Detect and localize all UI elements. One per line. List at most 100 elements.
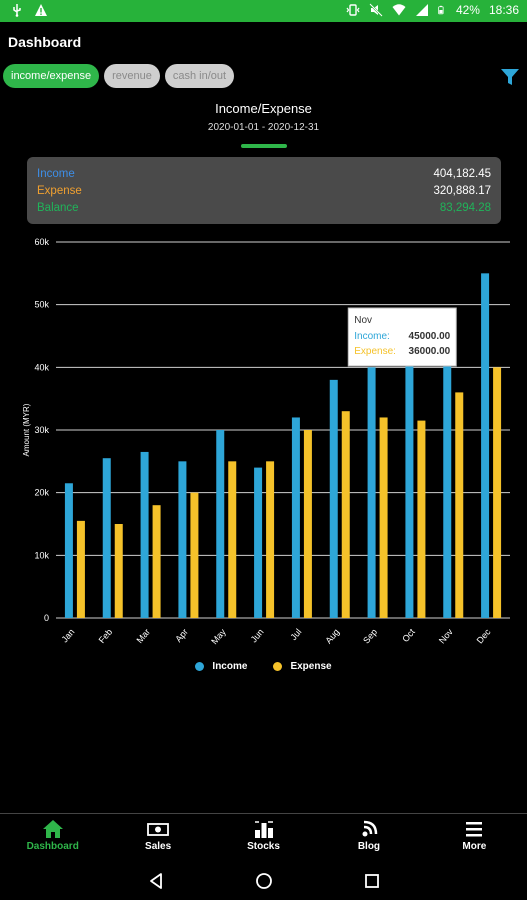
status-bar: 42% 18:36	[0, 0, 527, 22]
bar-income	[443, 336, 452, 618]
legend-income-label: Income	[212, 661, 248, 672]
page-indicator	[241, 144, 287, 148]
nav-stocks[interactable]: Stocks	[211, 814, 316, 861]
bar-income	[216, 430, 225, 618]
home-icon	[42, 820, 63, 838]
clock: 18:36	[488, 3, 519, 17]
bottom-navigation: Dashboard Sales Stocks Blog More	[0, 813, 527, 861]
nav-blog[interactable]: Blog	[316, 814, 421, 861]
income-value: 404,182.45	[433, 168, 491, 180]
nav-more[interactable]: More	[422, 814, 527, 861]
wifi-icon	[392, 4, 406, 16]
bar-expense	[493, 367, 502, 618]
bar-expense	[379, 417, 388, 618]
summary-card: Income 404,182.45 Expense 320,888.17 Bal…	[27, 157, 501, 224]
x-tick-label: May	[209, 626, 228, 646]
battery-icon	[438, 5, 444, 15]
system-navigation	[0, 861, 527, 900]
bar-income	[254, 467, 263, 618]
vibrate-icon	[346, 4, 360, 16]
bar-income	[481, 273, 490, 618]
x-tick-label: Oct	[400, 626, 417, 644]
income-label: Income	[37, 168, 75, 180]
chart-legend: Income Expense	[0, 661, 527, 672]
filter-icon[interactable]	[499, 66, 521, 88]
nav-sales-label: Sales	[145, 841, 172, 852]
nav-sales[interactable]: Sales	[105, 814, 210, 861]
legend-expense: Expense	[273, 661, 332, 672]
back-icon[interactable]	[147, 872, 165, 890]
bar-income	[102, 458, 111, 618]
bar-income	[291, 417, 300, 618]
y-tick-label: 30k	[34, 425, 49, 435]
legend-income: Income	[195, 661, 247, 672]
money-icon	[147, 823, 170, 836]
blog-icon	[362, 820, 378, 837]
nav-more-label: More	[462, 841, 487, 852]
tooltip-value: 45000.00	[409, 331, 451, 342]
x-tick-label: Jan	[59, 627, 76, 645]
nav-dashboard[interactable]: Dashboard	[0, 814, 105, 861]
y-tick-label: 50k	[34, 300, 49, 310]
y-tick-label: 0	[44, 613, 49, 623]
tooltip-title: Nov	[354, 315, 372, 326]
report-tabs: income/expense revenue cash in/out	[3, 64, 235, 88]
legend-income-swatch	[195, 662, 205, 671]
summary-balance-row: Balance 83,294.28	[37, 200, 491, 217]
mute-icon	[369, 3, 383, 17]
y-axis-label: Amount (MYR)	[22, 403, 31, 456]
bar-expense	[417, 420, 426, 618]
x-tick-label: Jul	[288, 627, 303, 642]
bar-expense	[266, 461, 275, 618]
nav-blog-label: Blog	[357, 841, 381, 852]
tooltip-label: Expense:	[354, 346, 396, 357]
income-expense-chart[interactable]: 0 10k 20k 30k 40k 50k 60k Amount (MYR) Jan Feb Mar…	[0, 230, 527, 660]
tab-revenue[interactable]: revenue	[104, 64, 160, 88]
balance-label: Balance	[37, 202, 79, 214]
bar-expense	[152, 505, 161, 618]
tooltip-value: 36000.00	[409, 346, 451, 357]
bar-expense	[76, 520, 85, 618]
bar-income	[64, 483, 73, 618]
signal-icon	[415, 4, 428, 16]
y-tick-label: 10k	[34, 550, 49, 560]
x-tick-label: Jun	[249, 627, 266, 645]
warning-icon	[35, 4, 47, 16]
tooltip-box	[347, 307, 457, 367]
tab-income-expense[interactable]: income/expense	[3, 64, 100, 88]
usb-icon	[13, 4, 21, 17]
x-tick-label: Dec	[475, 626, 493, 645]
x-tick-label: Apr	[173, 627, 190, 644]
battery-percent: 42%	[455, 3, 480, 17]
tab-cash-in-out[interactable]: cash in/out	[164, 64, 235, 88]
nav-stocks-label: Stocks	[247, 841, 280, 852]
legend-expense-label: Expense	[290, 661, 332, 672]
bar-expense	[228, 461, 237, 618]
balance-value: 83,294.28	[439, 202, 491, 214]
expense-value: 320,888.17	[433, 185, 491, 197]
summary-expense-row: Expense 320,888.17	[37, 183, 491, 200]
bar-expense	[341, 411, 350, 618]
bar-expense	[303, 430, 312, 618]
bar-expense	[190, 492, 199, 618]
x-tick-label: Sep	[361, 627, 379, 646]
bar-expense	[114, 524, 123, 618]
bar-income	[140, 451, 149, 618]
bar-income	[405, 364, 414, 618]
recents-icon[interactable]	[363, 872, 381, 890]
legend-expense-swatch	[273, 662, 283, 671]
x-tick-label: Nov	[437, 626, 455, 645]
y-tick-label: 60k	[34, 237, 49, 247]
page-title: Dashboard	[8, 34, 82, 50]
menu-icon	[466, 822, 483, 837]
date-range[interactable]: 2020-01-01 - 2020-12-31	[207, 122, 320, 133]
tooltip-label: Income:	[354, 331, 390, 342]
nav-dashboard-label: Dashboard	[26, 841, 79, 852]
x-tick-label: Aug	[323, 627, 341, 646]
stocks-icon	[254, 821, 273, 838]
bar-income	[178, 461, 187, 618]
y-tick-label: 20k	[34, 488, 49, 498]
bar-income	[329, 379, 338, 618]
home-circle-icon[interactable]	[255, 872, 273, 890]
x-tick-label: Feb	[97, 627, 115, 645]
